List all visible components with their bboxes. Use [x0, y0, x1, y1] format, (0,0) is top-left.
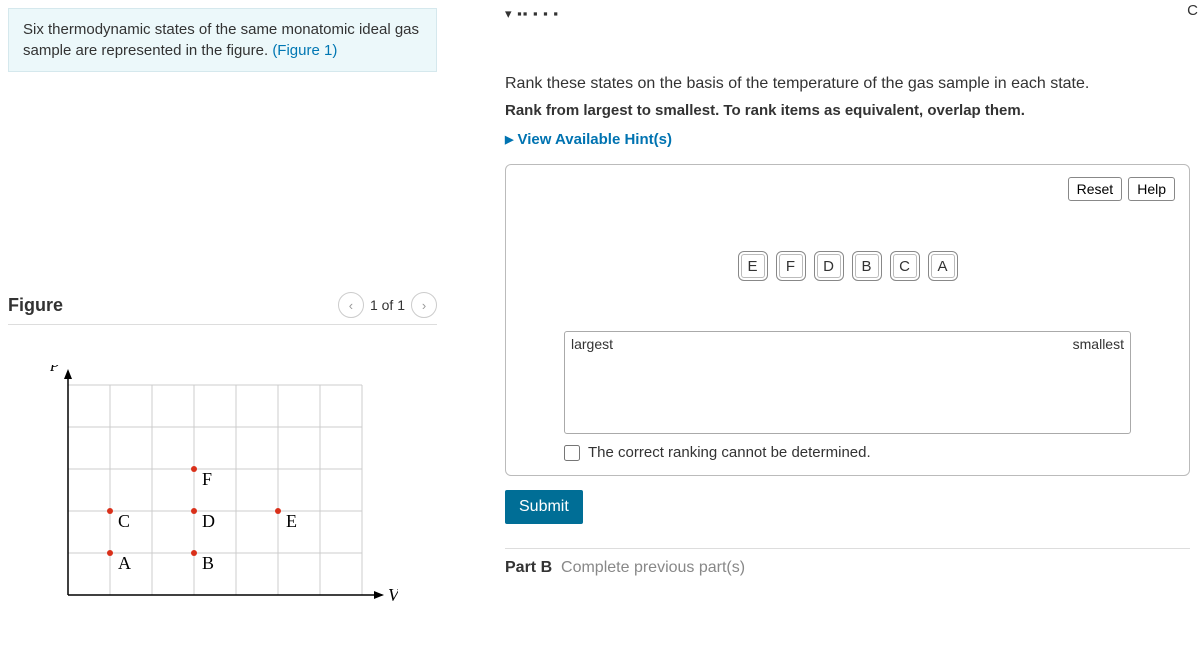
svg-text:D: D	[202, 511, 215, 531]
svg-text:F: F	[202, 469, 212, 489]
instruction-line1: Rank these states on the basis of the te…	[505, 72, 1190, 96]
part-b-row: Part B Complete previous part(s)	[505, 559, 1190, 577]
next-figure-button[interactable]: ›	[411, 292, 437, 318]
cannot-determine-label: The correct ranking cannot be determined…	[588, 444, 871, 461]
rank-tile-d[interactable]: D	[814, 251, 844, 281]
intro-box: Six thermodynamic states of the same mon…	[8, 8, 437, 72]
rank-tile-label: B	[855, 254, 879, 278]
rank-tile-e[interactable]: E	[738, 251, 768, 281]
ranking-toolbar: Reset Help	[520, 177, 1175, 201]
rank-tile-c[interactable]: C	[890, 251, 920, 281]
right-panel: ▾ ▪▪ ▪ ▪ ▪ Rank these states on the basi…	[505, 0, 1190, 577]
part-b-text: Complete previous part(s)	[561, 559, 745, 576]
ranking-items-row: EFDBCA	[520, 251, 1175, 281]
figure-plot: p V A B C D E F	[38, 365, 398, 635]
svg-text:V: V	[388, 585, 398, 605]
figure-nav: ‹ 1 of 1 ›	[338, 292, 437, 318]
help-button[interactable]: Help	[1128, 177, 1175, 201]
rank-tile-label: D	[817, 254, 841, 278]
figure-title: Figure	[8, 295, 63, 316]
svg-text:B: B	[202, 553, 214, 573]
figure-header: Figure ‹ 1 of 1 ›	[8, 292, 437, 325]
ranking-dropzone[interactable]: largest smallest	[564, 331, 1131, 434]
cannot-determine-row: The correct ranking cannot be determined…	[564, 444, 1131, 461]
zone-label-smallest: smallest	[1073, 336, 1124, 352]
rank-tile-label: A	[931, 254, 955, 278]
rank-tile-b[interactable]: B	[852, 251, 882, 281]
submit-button[interactable]: Submit	[505, 490, 583, 524]
reset-button[interactable]: Reset	[1068, 177, 1123, 201]
intro-text: Six thermodynamic states of the same mon…	[23, 21, 419, 59]
cannot-determine-checkbox[interactable]	[564, 445, 580, 461]
svg-text:E: E	[286, 511, 297, 531]
part-b-label: Part B	[505, 559, 552, 576]
svg-text:p: p	[49, 365, 60, 371]
prev-figure-button[interactable]: ‹	[338, 292, 364, 318]
part-header: ▾ ▪▪ ▪ ▪ ▪	[505, 6, 1190, 22]
view-hints-button[interactable]: ▶ View Available Hint(s)	[505, 131, 1190, 148]
hints-label: View Available Hint(s)	[517, 131, 672, 148]
ranking-widget: Reset Help EFDBCA largest smallest The c…	[505, 164, 1190, 476]
zone-label-largest: largest	[571, 336, 613, 352]
figure-section: Figure ‹ 1 of 1 › p V A B C D E F	[0, 292, 445, 638]
left-panel: Six thermodynamic states of the same mon…	[0, 0, 445, 638]
figure-link[interactable]: (Figure 1)	[272, 42, 337, 59]
triangle-right-icon: ▶	[505, 133, 513, 146]
svg-text:A: A	[118, 553, 131, 573]
figure-counter: 1 of 1	[370, 297, 405, 313]
rank-tile-label: F	[779, 254, 803, 278]
rank-tile-a[interactable]: A	[928, 251, 958, 281]
divider	[505, 548, 1190, 549]
instruction-line2: Rank from largest to smallest. To rank i…	[505, 102, 1190, 119]
rank-tile-label: C	[893, 254, 917, 278]
rank-tile-label: E	[741, 254, 765, 278]
rank-tile-f[interactable]: F	[776, 251, 806, 281]
svg-text:C: C	[118, 511, 130, 531]
